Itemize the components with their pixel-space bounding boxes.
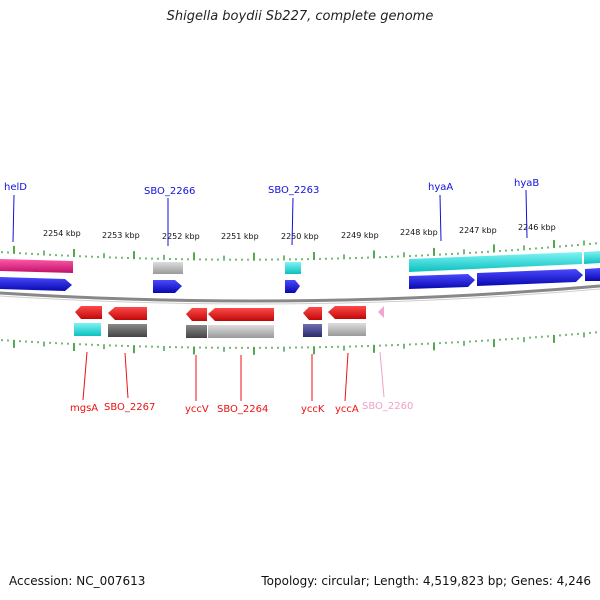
feature-block [584, 251, 600, 264]
gene-label: yccV [185, 404, 209, 415]
scale-label: 2253 kbp [102, 231, 140, 240]
scale-label: 2246 kbp [518, 223, 556, 232]
feature-block [108, 324, 147, 337]
gene-arrow [303, 307, 322, 320]
feature-block [409, 252, 582, 272]
tick-ruler-top [1, 240, 597, 261]
reverse-features [74, 323, 366, 338]
gene-arrow [208, 308, 274, 321]
feature-block [0, 259, 73, 273]
feature-block [208, 325, 274, 338]
gene-label: yccK [301, 404, 325, 415]
pseudogene-arrow [378, 306, 384, 318]
gene-arrow [285, 280, 300, 293]
gene-arrow [409, 274, 475, 289]
gene-label: SBO_2260 [362, 401, 413, 412]
tick-ruler-bottom [1, 331, 597, 355]
gene-arrow [477, 269, 583, 286]
gene-label: SBO_2266 [144, 186, 195, 197]
gene-arrow [328, 306, 366, 319]
forward-features [0, 251, 600, 274]
gene-arrow [186, 308, 207, 321]
feature-block [303, 324, 322, 337]
scale-label: 2252 kbp [162, 232, 200, 241]
feature-block [186, 325, 207, 338]
gene-label: mgsA [70, 403, 98, 414]
scale-label: 2247 kbp [459, 226, 497, 235]
accession-text: Accession: NC_007613 [9, 574, 146, 588]
gene-label: SBO_2263 [268, 185, 319, 196]
feature-block [74, 323, 101, 336]
forward-gene-labels: helD SBO_2266 SBO_2263 hyaA hyaB [4, 178, 539, 246]
feature-block [328, 323, 366, 336]
scale-labels: 2254 kbp 2253 kbp 2252 kbp 2251 kbp 2250… [43, 223, 556, 241]
scale-label: 2251 kbp [221, 232, 259, 241]
gene-label: hyaB [514, 178, 539, 189]
gene-arrow [153, 280, 182, 293]
scale-label: 2248 kbp [400, 228, 438, 237]
scale-label: 2249 kbp [341, 231, 379, 240]
reverse-arrows [75, 306, 384, 321]
feature-block [153, 262, 183, 274]
reverse-gene-labels: mgsA SBO_2267 yccV SBO_2264 yccK yccA SB… [70, 351, 413, 415]
gene-arrow [75, 306, 102, 319]
feature-block [285, 262, 301, 274]
scale-label: 2250 kbp [281, 232, 319, 241]
topology-text: Topology: circular; Length: 4,519,823 bp… [261, 574, 591, 588]
gene-label: yccA [335, 404, 359, 415]
scale-label: 2254 kbp [43, 229, 81, 238]
genome-backbone [0, 284, 600, 303]
gene-arrow [585, 268, 600, 281]
forward-arrows [0, 268, 600, 293]
map-title: Shigella boydii Sb227, complete genome [166, 9, 434, 24]
gene-arrow [0, 277, 72, 291]
gene-label: hyaA [428, 182, 453, 193]
gene-label: SBO_2264 [217, 404, 268, 415]
gene-arrow [108, 307, 147, 320]
gene-label: SBO_2267 [104, 402, 155, 413]
gene-label: helD [4, 182, 27, 193]
